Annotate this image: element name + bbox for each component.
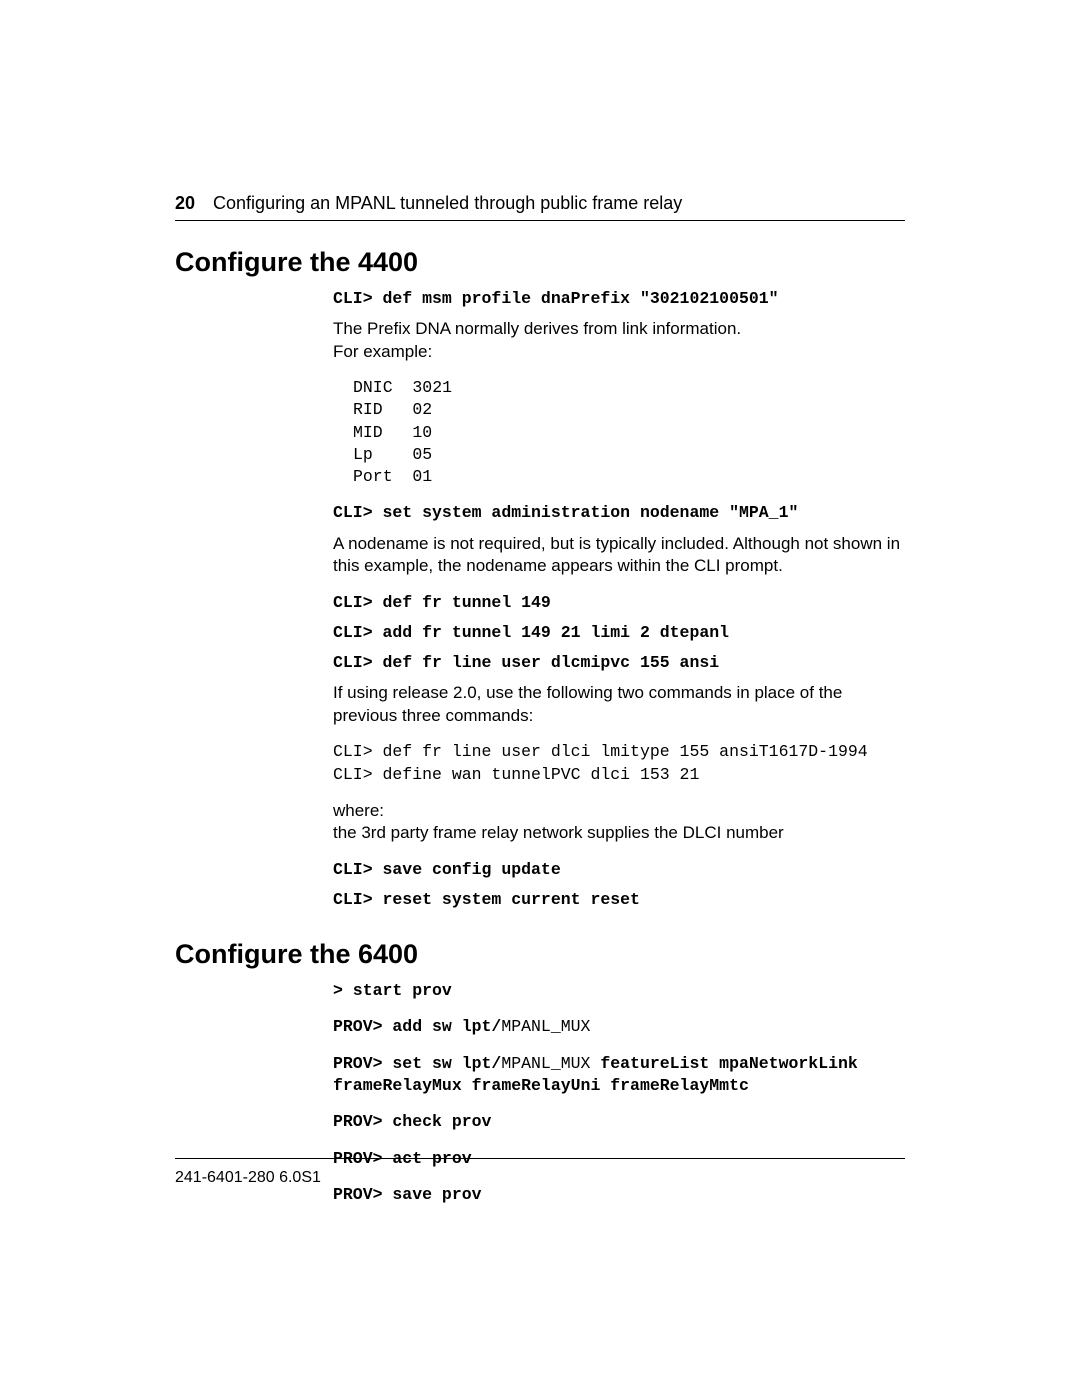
prov-cmd-save: PROV> save prov [333,1184,905,1206]
cli-cmd-tunnel-add: CLI> add fr tunnel 149 21 limi 2 dtepanl [333,622,905,644]
page-content: 20 Configuring an MPANL tunneled through… [175,193,905,1206]
para-prefix-dna-1: The Prefix DNA normally derives from lin… [333,318,905,340]
prov-cmd-start: > start prov [333,980,905,1002]
para-prefix-dna-2: For example: [333,341,905,363]
where-label: where: [333,800,905,822]
running-header: 20 Configuring an MPANL tunneled through… [175,193,905,221]
section-title-6400: Configure the 6400 [175,939,905,970]
cli-cmd-nodename: CLI> set system administration nodename … [333,502,905,524]
cli-cmd-save: CLI> save config update [333,859,905,881]
page-number: 20 [175,193,195,214]
cli-cmd-reset: CLI> reset system current reset [333,889,905,911]
prov-cmd-set-sw: PROV> set sw lpt/MPANL_MUX featureList m… [333,1053,905,1098]
prov-cmd-add-sw: PROV> add sw lpt/MPANL_MUX [333,1016,905,1038]
section-title-4400: Configure the 4400 [175,247,905,278]
para-nodename: A nodename is not required, but is typic… [333,533,905,578]
cli-cmd-tunnel-def: CLI> def fr tunnel 149 [333,592,905,614]
section1-content: CLI> def msm profile dnaPrefix "30210210… [333,288,905,911]
cli-alt-cmd-2: CLI> define wan tunnelPVC dlci 153 21 [333,764,905,786]
prov-cmd-check: PROV> check prov [333,1111,905,1133]
where-text: the 3rd party frame relay network suppli… [333,822,905,844]
para-release20: If using release 2.0, use the following … [333,682,905,727]
dna-table: DNIC 3021 RID 02 MID 10 Lp 05 Port 01 [353,377,905,488]
cli-cmd-dnaprefix: CLI> def msm profile dnaPrefix "30210210… [333,288,905,310]
header-title: Configuring an MPANL tunneled through pu… [213,193,682,214]
cli-cmd-line-user: CLI> def fr line user dlcmipvc 155 ansi [333,652,905,674]
footer-text: 241-6401-280 6.0S1 [175,1169,321,1186]
page-footer: 241-6401-280 6.0S1 [175,1158,905,1187]
cli-alt-cmd-1: CLI> def fr line user dlci lmitype 155 a… [333,741,905,763]
